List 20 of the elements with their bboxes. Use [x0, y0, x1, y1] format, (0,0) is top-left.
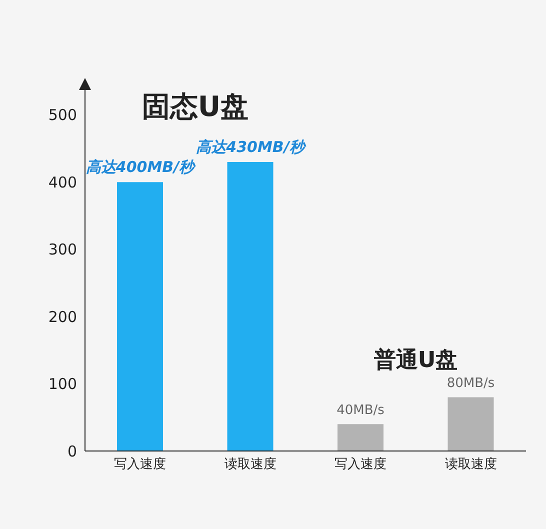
data-label: 80MB/s [446, 376, 495, 392]
x-tick-label: 读取速度 [444, 456, 497, 472]
bar [117, 182, 163, 451]
bar [338, 424, 384, 451]
y-tick-label: 300 [48, 240, 77, 259]
x-tick-label: 写入速度 [114, 456, 166, 472]
bar [227, 162, 274, 451]
data-label: 高达430MB/秒 [196, 138, 306, 156]
y-tick-label: 0 [67, 442, 77, 460]
y-tick-label: 400 [48, 173, 77, 192]
annotation: 固态U盘 [140, 89, 250, 125]
y-tick-label: 100 [48, 375, 77, 394]
x-tick-label: 写入速度 [334, 456, 387, 472]
y-tick-label: 200 [48, 308, 77, 326]
data-label: 高达400MB/秒 [86, 158, 196, 176]
bar [448, 397, 494, 451]
annotation: 普通U盘 [372, 346, 459, 375]
data-label: 40MB/s [336, 403, 385, 418]
x-tick-label: 读取速度 [224, 456, 276, 472]
y-tick-label: 500 [48, 106, 77, 124]
